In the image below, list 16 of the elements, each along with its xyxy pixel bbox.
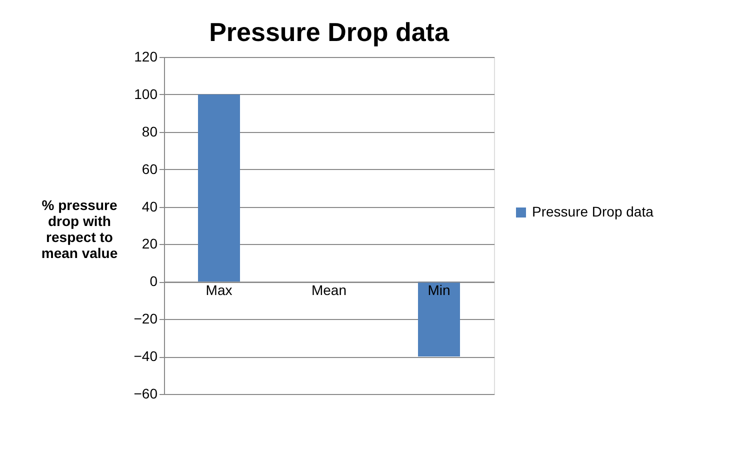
legend-label: Pressure Drop data — [532, 204, 654, 220]
x-tick-label: Min — [428, 282, 450, 298]
y-axis-title: % pressure drop with respect to mean value — [41, 197, 118, 261]
y-tick-label: 80 — [142, 123, 158, 140]
x-tick-label: Max — [206, 282, 232, 298]
y-tick-label: −40 — [134, 348, 158, 364]
y-tick-label: 20 — [142, 236, 158, 252]
x-tick-label: Mean — [311, 282, 347, 298]
y-tick-label: 40 — [142, 198, 158, 214]
y-tick-label: 0 — [150, 273, 158, 290]
y-tick-label: −60 — [134, 386, 158, 402]
y-tick-label: 100 — [134, 86, 158, 102]
y-tick-label: 120 — [134, 48, 158, 64]
chart-title: Pressure Drop data — [209, 17, 450, 47]
y-tick-label: −20 — [134, 310, 158, 327]
y-tick-label: 60 — [142, 160, 158, 177]
